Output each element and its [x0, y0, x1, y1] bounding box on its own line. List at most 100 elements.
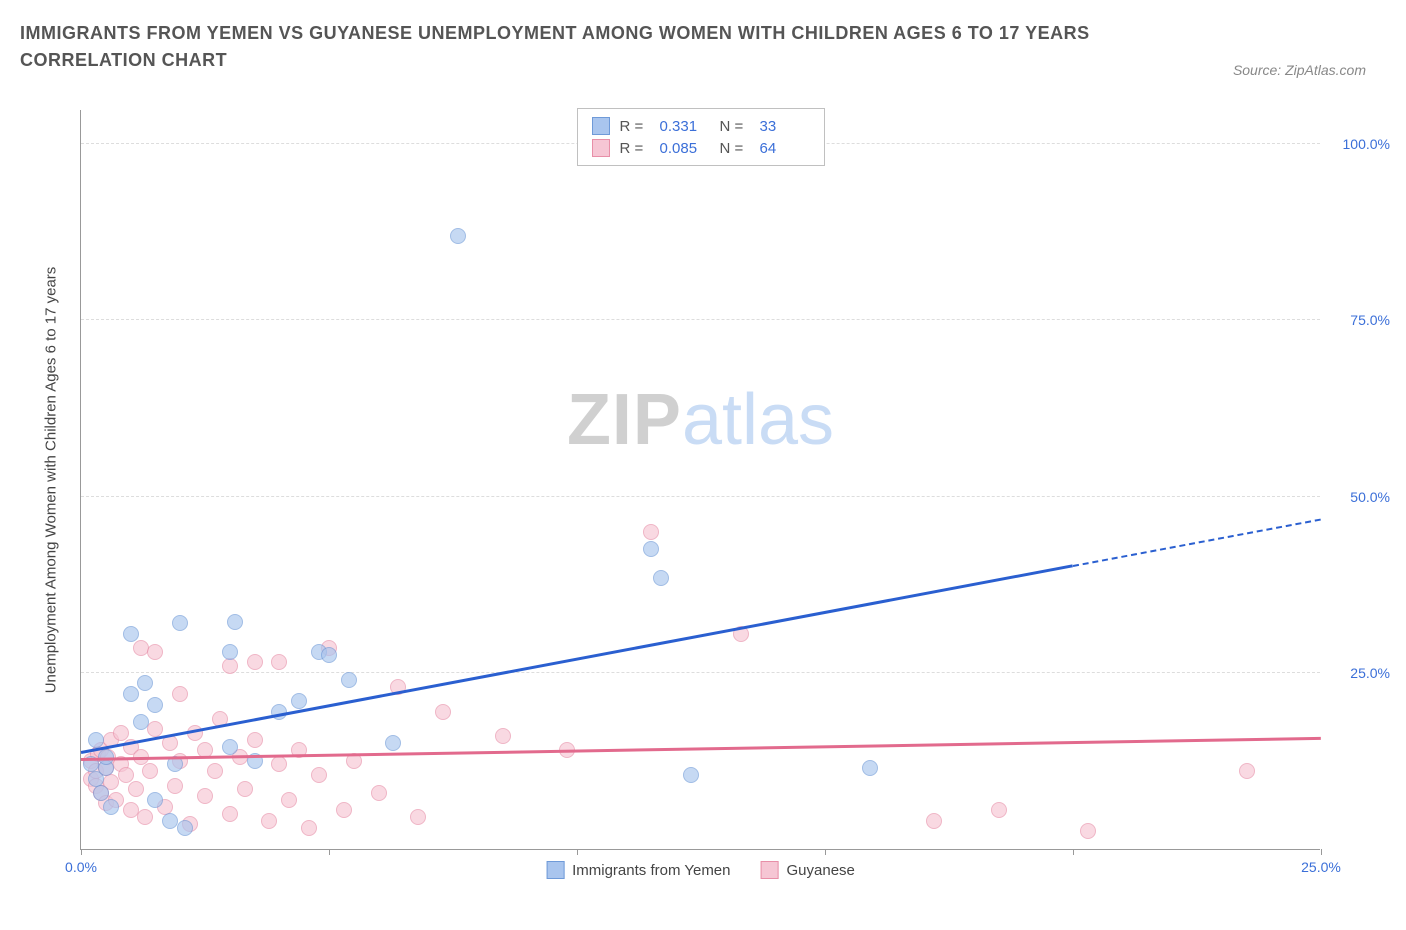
data-point: [247, 654, 263, 670]
data-point: [321, 647, 337, 663]
data-point: [147, 644, 163, 660]
watermark-zip: ZIP: [567, 380, 682, 460]
data-point: [281, 792, 297, 808]
data-point: [336, 802, 352, 818]
r-value-guyanese: 0.085: [660, 140, 710, 157]
series-legend-label-yemen: Immigrants from Yemen: [572, 862, 730, 879]
data-point: [261, 813, 277, 829]
chart-container: IMMIGRANTS FROM YEMEN VS GUYANESE UNEMPL…: [20, 20, 1386, 910]
legend-swatch-yemen: [546, 861, 564, 879]
r-value-yemen: 0.331: [660, 118, 710, 135]
y-tick-label: 75.0%: [1330, 312, 1390, 328]
watermark: ZIPatlas: [567, 379, 834, 461]
grid-line: [81, 319, 1320, 320]
data-point: [301, 820, 317, 836]
data-point: [88, 732, 104, 748]
data-point: [222, 806, 238, 822]
data-point: [142, 763, 158, 779]
data-point: [237, 781, 253, 797]
data-point: [172, 615, 188, 631]
data-point: [291, 693, 307, 709]
data-point: [177, 820, 193, 836]
data-point: [222, 644, 238, 660]
data-point: [128, 781, 144, 797]
data-point: [450, 228, 466, 244]
correlation-legend-row-1: R = 0.331 N = 33: [592, 115, 810, 137]
y-tick-label: 25.0%: [1330, 665, 1390, 681]
x-tick: [577, 849, 578, 855]
data-point: [1080, 823, 1096, 839]
data-point: [862, 760, 878, 776]
x-tick-label: 25.0%: [1301, 859, 1341, 875]
correlation-legend: R = 0.331 N = 33 R = 0.085 N = 64: [577, 108, 825, 166]
x-tick-label: 0.0%: [65, 859, 97, 875]
data-point: [123, 802, 139, 818]
data-point: [1239, 763, 1255, 779]
data-point: [926, 813, 942, 829]
data-point: [271, 756, 287, 772]
data-point: [643, 541, 659, 557]
data-point: [991, 802, 1007, 818]
chart-title: IMMIGRANTS FROM YEMEN VS GUYANESE UNEMPL…: [20, 20, 1120, 74]
data-point: [133, 640, 149, 656]
data-point: [371, 785, 387, 801]
data-point: [271, 654, 287, 670]
y-axis-title: Unemployment Among Women with Children A…: [43, 266, 60, 693]
x-tick: [1321, 849, 1322, 855]
grid-line: [81, 672, 1320, 673]
data-point: [385, 735, 401, 751]
data-point: [137, 675, 153, 691]
data-point: [162, 813, 178, 829]
grid-line: [81, 496, 1320, 497]
correlation-legend-row-2: R = 0.085 N = 64: [592, 137, 810, 159]
data-point: [113, 725, 129, 741]
n-label: N =: [720, 118, 750, 135]
n-value-yemen: 33: [760, 118, 810, 135]
n-value-guyanese: 64: [760, 140, 810, 157]
data-point: [118, 767, 134, 783]
data-point: [133, 714, 149, 730]
series-legend: Immigrants from Yemen Guyanese: [546, 861, 855, 879]
plot-area: ZIPatlas Unemployment Among Women with C…: [80, 110, 1320, 850]
y-tick-label: 100.0%: [1330, 136, 1390, 152]
n-label: N =: [720, 140, 750, 157]
data-point: [123, 686, 139, 702]
legend-swatch-yemen: [592, 117, 610, 135]
r-label: R =: [620, 140, 650, 157]
data-point: [103, 799, 119, 815]
data-point: [147, 792, 163, 808]
source-attribution: Source: ZipAtlas.com: [1233, 62, 1366, 78]
x-tick: [825, 849, 826, 855]
series-legend-label-guyanese: Guyanese: [787, 862, 855, 879]
data-point: [197, 788, 213, 804]
data-point: [93, 785, 109, 801]
x-tick: [329, 849, 330, 855]
data-point: [227, 614, 243, 630]
legend-swatch-guyanese: [592, 139, 610, 157]
data-point: [653, 570, 669, 586]
data-point: [643, 524, 659, 540]
data-point: [147, 697, 163, 713]
data-point: [311, 767, 327, 783]
series-legend-item-yemen: Immigrants from Yemen: [546, 861, 730, 879]
data-point: [167, 778, 183, 794]
data-point: [123, 626, 139, 642]
data-point: [222, 658, 238, 674]
x-tick: [1073, 849, 1074, 855]
data-point: [247, 732, 263, 748]
x-tick: [81, 849, 82, 855]
r-label: R =: [620, 118, 650, 135]
data-point: [683, 767, 699, 783]
trend-line: [1073, 519, 1321, 567]
data-point: [435, 704, 451, 720]
data-point: [222, 739, 238, 755]
data-point: [137, 809, 153, 825]
y-tick-label: 50.0%: [1330, 489, 1390, 505]
data-point: [341, 672, 357, 688]
watermark-atlas: atlas: [682, 380, 834, 460]
data-point: [410, 809, 426, 825]
legend-swatch-guyanese: [761, 861, 779, 879]
trend-line: [81, 737, 1321, 761]
series-legend-item-guyanese: Guyanese: [761, 861, 855, 879]
data-point: [495, 728, 511, 744]
